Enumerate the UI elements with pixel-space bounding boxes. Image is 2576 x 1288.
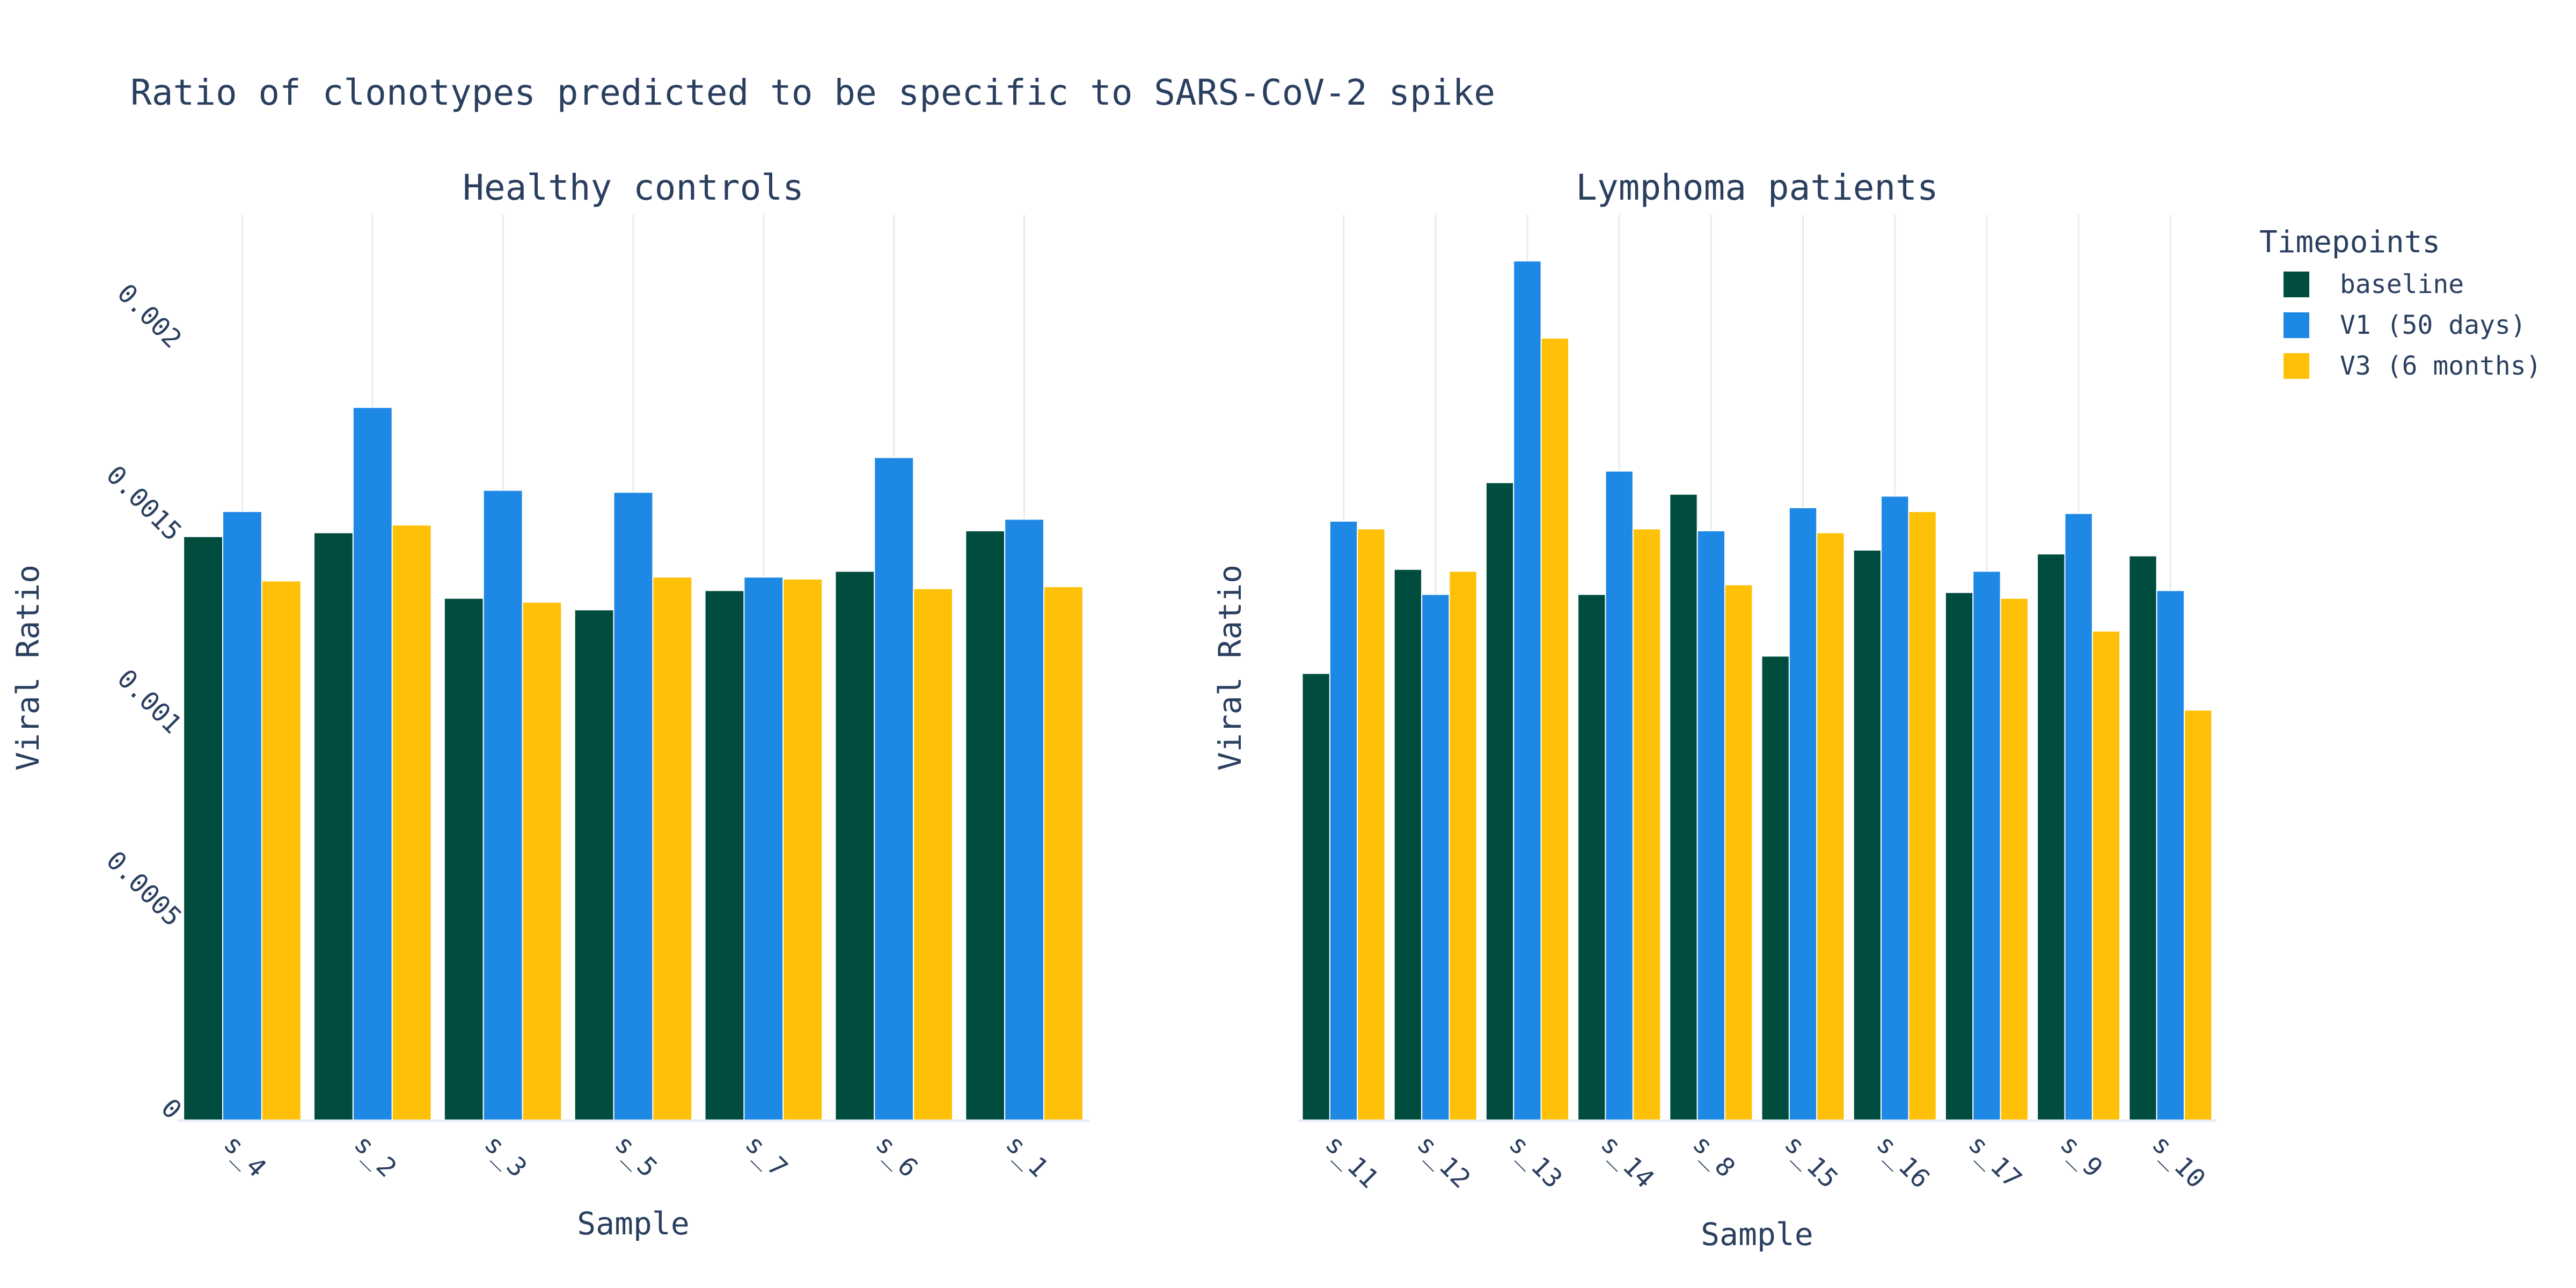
bar-s_16-baseline	[1853, 549, 1882, 1121]
y-tick-label: 0.0015	[100, 460, 187, 547]
bar-s_9-v3	[2091, 630, 2121, 1121]
y-tick-label: 0.0005	[100, 845, 187, 932]
bar-s_6-baseline	[835, 570, 875, 1121]
y-axis-title: Viral Ratio	[10, 565, 46, 771]
bar-s_14-v3	[1632, 528, 1662, 1122]
bar-s_12-v1	[1421, 594, 1450, 1122]
bar-s_14-v1	[1605, 470, 1634, 1121]
bar-s_11-v3	[1357, 528, 1386, 1122]
bar-s_13-v1	[1513, 260, 1542, 1121]
legend-label[interactable]: V1 (50 days)	[2340, 310, 2526, 340]
chart-title: Ratio of clonotypes predicted to be spec…	[130, 72, 1495, 113]
x-tick-label: s_3	[479, 1129, 533, 1183]
bar-s_17-v1	[1972, 570, 2001, 1121]
legend-title: Timepoints	[2259, 225, 2440, 260]
bar-s_2-baseline	[313, 532, 354, 1122]
bar-s_13-v3	[1540, 337, 1570, 1121]
bar-s_16-v1	[1880, 495, 1909, 1121]
legend-swatch[interactable]	[2284, 353, 2309, 379]
chart-panels: Healthy controls s_4 s_2 s_3 s_5 s_7 s_6 s_10 0.…	[10, 167, 2216, 1253]
panel-2: Lymphoma patients s_11 s_12 s_13 s_14 s_8 s_15…	[1212, 167, 2216, 1253]
bar-s_9-baseline	[2037, 553, 2066, 1121]
bar-s_9-v1	[2064, 513, 2093, 1121]
y-axis-title: Viral Ratio	[1212, 565, 1248, 771]
legend: Timepoints baseline V1 (50 days) V3 (6 mont…	[2259, 225, 2542, 381]
x-tick-label: s_8	[1687, 1129, 1741, 1183]
panel-subtitle: Healthy controls	[463, 167, 804, 208]
x-tick-label: s_5	[609, 1129, 663, 1183]
bar-s_1-baseline	[965, 530, 1006, 1121]
bar-s_5-baseline	[574, 609, 614, 1122]
x-tick-label: s_1	[1000, 1129, 1054, 1183]
legend-swatch[interactable]	[2284, 272, 2309, 297]
bar-s_6-v1	[874, 457, 914, 1121]
x-tick-label: s_16	[1870, 1129, 1935, 1194]
bar-s_4-v1	[222, 511, 262, 1121]
bar-s_13-baseline	[1485, 482, 1514, 1121]
x-tick-label: s_13	[1503, 1129, 1568, 1194]
bar-s_1-v3	[1043, 586, 1084, 1121]
y-tick-label: 0.002	[111, 278, 187, 354]
x-tick-label: s_9	[2054, 1129, 2109, 1183]
bar-s_7-baseline	[704, 590, 745, 1121]
x-tick-label: s_15	[1779, 1129, 1843, 1194]
bar-s_8-baseline	[1669, 493, 1698, 1121]
x-tick-label: s_12	[1411, 1129, 1476, 1194]
bar-s_14-baseline	[1577, 594, 1606, 1122]
bar-s_7-v1	[743, 576, 784, 1121]
bar-s_16-v3	[1908, 511, 1937, 1121]
bar-s_15-v1	[1788, 507, 1818, 1121]
bar-s_2-v1	[352, 407, 393, 1121]
x-tick-label: s_17	[1963, 1129, 2028, 1194]
legend-swatch[interactable]	[2284, 312, 2309, 338]
bar-s_10-v1	[2156, 590, 2185, 1121]
bar-s_2-v3	[391, 524, 432, 1122]
x-tick-label: s_7	[739, 1129, 793, 1183]
x-axis-title: Sample	[577, 1205, 690, 1242]
bar-s_12-v3	[1448, 570, 1477, 1121]
bar-s_11-v1	[1329, 521, 1358, 1122]
x-tick-label: s_2	[348, 1129, 402, 1183]
x-tick-label: s_14	[1595, 1129, 1660, 1194]
bar-s_1-v1	[1004, 518, 1044, 1121]
bar-s_3-v1	[482, 489, 523, 1121]
legend-label[interactable]: V3 (6 months)	[2340, 351, 2542, 381]
x-tick-label: s_4	[218, 1129, 272, 1183]
bar-s_5-v1	[613, 492, 654, 1121]
x-tick-label: s_11	[1319, 1129, 1384, 1194]
bar-s_4-baseline	[183, 536, 223, 1122]
bar-s_17-baseline	[1944, 591, 1974, 1121]
panel-subtitle: Lymphoma patients	[1576, 167, 1938, 208]
bar-s_8-v1	[1696, 530, 1726, 1121]
x-tick-label: s_6	[869, 1129, 924, 1183]
bar-s_5-v3	[652, 576, 693, 1121]
bar-s_3-v3	[522, 601, 562, 1122]
bar-s_10-baseline	[2128, 555, 2157, 1121]
x-axis-title: Sample	[1701, 1216, 1813, 1253]
bar-s_17-v3	[2000, 597, 2029, 1122]
bar-s_15-v3	[1816, 532, 1845, 1122]
bar-s_3-baseline	[443, 597, 484, 1122]
legend-label[interactable]: baseline	[2340, 269, 2464, 299]
bar-s_10-v3	[2184, 709, 2213, 1122]
y-tick-label: 0.001	[111, 663, 187, 740]
bar-s_11-baseline	[1301, 672, 1330, 1121]
bar-s_15-baseline	[1761, 655, 1790, 1121]
bar-s_4-v3	[261, 580, 302, 1121]
bar-s_6-v3	[913, 588, 953, 1121]
bar-s_12-baseline	[1393, 568, 1423, 1121]
bar-s_8-v3	[1724, 584, 1753, 1121]
x-tick-label: s_10	[2146, 1129, 2211, 1194]
bar-s_7-v3	[782, 578, 823, 1121]
